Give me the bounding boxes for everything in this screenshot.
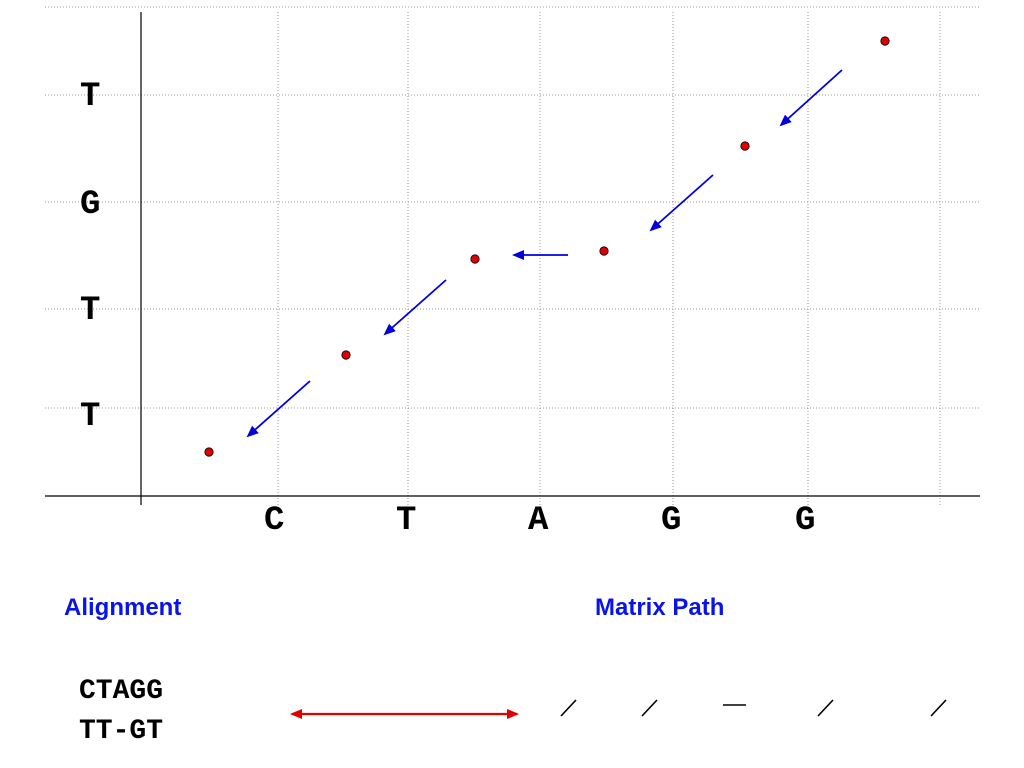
alignment-line-1: CTAGG [79, 676, 164, 707]
arrow-diagonal-3 [383, 279, 447, 336]
row-label-3: T [80, 292, 101, 330]
horizontal-gridlines [45, 6, 980, 409]
path-points [204, 36, 890, 457]
path-point [740, 141, 750, 151]
matrix-path-symbols [560, 699, 947, 717]
alignment-line-2: TT-GT [79, 716, 164, 747]
col-label-2: T [396, 502, 417, 540]
matrix-path-heading: Matrix Path [595, 594, 725, 621]
arrow-diagonal-1 [779, 69, 843, 127]
diagonal-symbol-icon [641, 699, 658, 717]
alignment-heading: Alignment [64, 594, 182, 621]
col-label-4: G [661, 502, 682, 540]
arrow-diagonal-2 [649, 174, 714, 232]
path-point [204, 447, 214, 457]
col-label-3: A [528, 502, 549, 540]
path-point [341, 350, 351, 360]
row-label-2: G [80, 186, 101, 224]
diagonal-symbol-icon [930, 699, 947, 717]
row-label-1: T [80, 78, 101, 116]
diagonal-symbol-icon [560, 699, 577, 717]
path-point [880, 36, 890, 46]
col-label-5: G [795, 502, 816, 540]
path-point [470, 254, 480, 264]
traceback-arrows [246, 69, 843, 438]
vertical-gridlines [277, 12, 941, 505]
row-label-4: T [80, 398, 101, 436]
diagonal-symbol-icon [817, 699, 834, 717]
arrow-diagonal-4 [246, 380, 311, 438]
path-point [599, 246, 609, 256]
col-label-1: C [264, 502, 285, 540]
